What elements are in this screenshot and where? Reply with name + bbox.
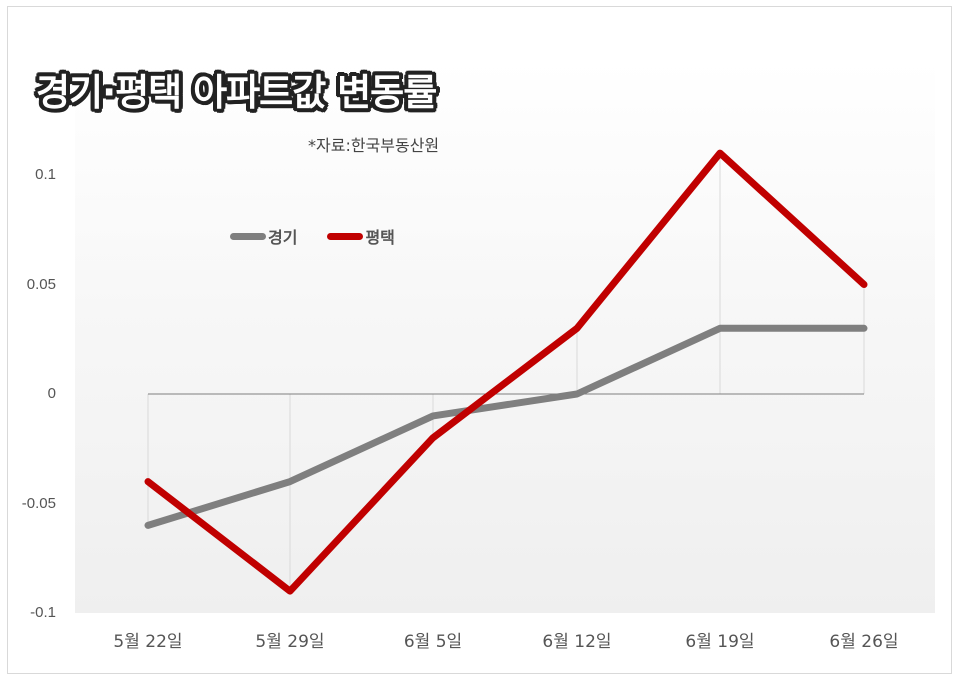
x-tick-label: 6월 26일 xyxy=(829,632,899,652)
legend: 경기 평택 xyxy=(230,224,395,248)
legend-label: 경기 xyxy=(268,228,298,247)
y-tick-label: -0.05 xyxy=(21,495,56,512)
legend-swatch-gyeonggi xyxy=(230,232,266,240)
source-note: *자료:한국부동산원 xyxy=(308,136,440,155)
x-tick-label: 6월 5일 xyxy=(403,632,463,652)
series-line-pyeongtaek xyxy=(144,149,868,595)
series-line-gyeonggi xyxy=(144,324,868,529)
legend-label: 평택 xyxy=(365,228,395,247)
y-tick-label: 0 xyxy=(47,385,56,402)
plot-area xyxy=(75,60,935,613)
x-tick-label: 5월 22일 xyxy=(113,632,183,652)
chart-title: 경기·평택 아파트값 변동률 xyxy=(36,71,437,114)
legend-swatch-pyeongtaek xyxy=(327,232,364,240)
y-tick-label: 0.05 xyxy=(26,276,56,293)
drop-lines xyxy=(147,153,865,592)
y-tick-label: 0.1 xyxy=(35,166,56,183)
legend-item-pyeongtaek: 평택 xyxy=(327,224,395,248)
legend-item-gyeonggi: 경기 xyxy=(230,224,297,248)
y-tick-label: -0.1 xyxy=(30,604,56,621)
x-tick-label: 5월 29일 xyxy=(255,632,325,652)
x-tick-label: 6월 12일 xyxy=(542,632,612,652)
x-tick-label: 6월 19일 xyxy=(685,632,755,652)
